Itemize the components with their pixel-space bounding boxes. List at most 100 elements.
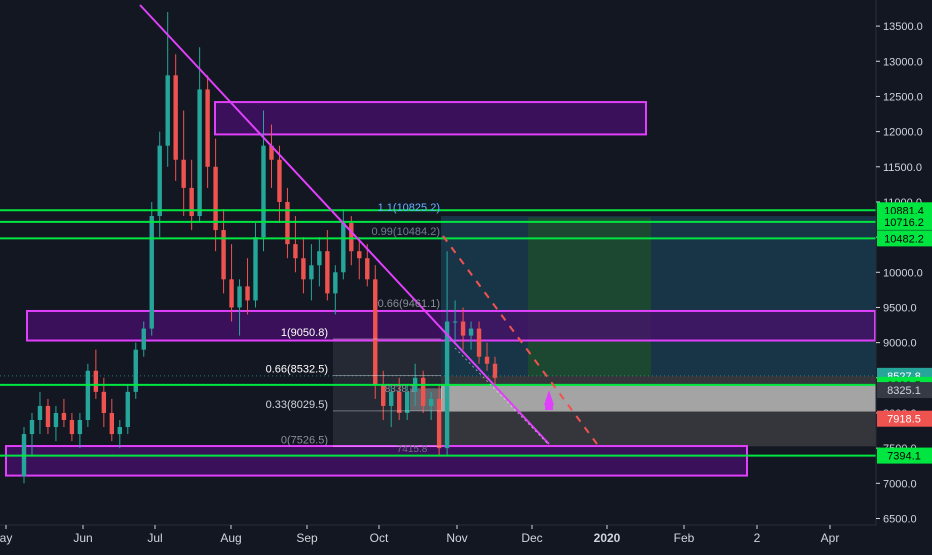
price-tick-label: 10000.0	[883, 267, 923, 279]
signal-marker-base	[545, 404, 553, 410]
time-tick-label: Dec	[521, 531, 542, 545]
candle-body	[397, 391, 402, 413]
candle-body	[484, 356, 490, 364]
candle	[205, 75, 210, 188]
candle	[484, 342, 490, 371]
candle-body	[237, 286, 242, 308]
time-tick-label: 2	[754, 531, 761, 545]
candle	[189, 159, 194, 231]
candle-body	[261, 145, 266, 238]
candle	[293, 216, 298, 273]
candle	[428, 391, 434, 421]
mid-zone	[26, 309, 876, 342]
candle-body	[157, 145, 162, 217]
candle-body	[492, 363, 498, 378]
candle-body	[189, 187, 194, 217]
candle-body	[213, 166, 218, 231]
candle	[85, 363, 91, 428]
candle-body	[69, 420, 75, 435]
candle	[213, 138, 218, 252]
candle-body	[221, 230, 226, 280]
candle	[237, 279, 242, 336]
candle-body	[141, 328, 146, 350]
candle-body	[29, 420, 35, 435]
price-badge	[877, 382, 932, 399]
fib-level-label: 0.33(8029.5)	[266, 399, 328, 411]
candle	[61, 398, 67, 428]
candle-body	[61, 412, 67, 421]
candle-body	[365, 258, 370, 280]
price-tick-label: 13500.0	[883, 21, 923, 33]
profit-zone	[528, 217, 651, 377]
candle	[460, 307, 466, 350]
candle	[341, 208, 346, 280]
candle	[381, 370, 386, 421]
candle	[420, 370, 426, 413]
time-axis-background	[0, 525, 932, 550]
candle	[245, 258, 250, 315]
candle-body	[420, 377, 426, 406]
candle	[197, 47, 202, 224]
time-tick-label: Nov	[446, 531, 467, 545]
candle	[468, 321, 474, 350]
candle	[149, 201, 154, 336]
time-tick-label: ay	[0, 531, 12, 545]
candle	[309, 244, 314, 301]
candle	[357, 237, 362, 280]
signal-marker-icon	[544, 390, 554, 405]
price-tick-label: 12500.0	[883, 91, 923, 103]
candle-body	[165, 75, 170, 146]
candle-body	[373, 279, 378, 385]
candle-body	[133, 349, 138, 392]
candle	[125, 384, 130, 435]
price-tick-label: 9500.0	[883, 302, 917, 314]
candle-body	[468, 328, 474, 336]
candle	[269, 124, 274, 188]
candle	[173, 54, 178, 181]
price-badge	[877, 447, 932, 464]
candle-body	[317, 251, 322, 266]
candle	[141, 321, 146, 357]
fib-level-label: 0.99(10484.2)	[372, 226, 441, 238]
candle-body	[349, 223, 354, 252]
candle-body	[325, 251, 330, 294]
candle	[93, 349, 99, 399]
price-badge	[877, 230, 932, 247]
price-badge-label: 7394.1	[887, 451, 921, 463]
fib-level-label: 0(7526.5)	[281, 434, 328, 446]
candle	[365, 244, 370, 287]
candle-body	[181, 159, 186, 188]
candle-body	[285, 201, 290, 245]
candle-body	[404, 391, 410, 413]
candle-body	[436, 398, 442, 449]
time-tick-label: 2020	[594, 531, 621, 545]
candle	[181, 110, 186, 217]
candle	[261, 110, 266, 252]
time-tick-label: Feb	[674, 531, 695, 545]
candle	[229, 244, 234, 322]
candle-body	[333, 272, 338, 294]
candle-body	[77, 420, 83, 435]
fib-level-label: 0.66(8532.5)	[266, 364, 328, 376]
time-tick-label: Jun	[73, 531, 92, 545]
price-badge-label: 10716.2	[884, 217, 924, 229]
fib-box-inner	[410, 388, 442, 411]
candle	[333, 265, 338, 315]
candle-body	[301, 258, 306, 280]
price-tick-label: 9000.0	[883, 338, 917, 350]
price-tick-label: 6500.0	[883, 513, 917, 525]
price-tick-label: 12000.0	[883, 127, 923, 139]
candle	[492, 356, 498, 385]
candle-body	[476, 328, 482, 357]
candle	[37, 391, 43, 435]
candle-body	[93, 370, 99, 392]
candle-body	[149, 216, 154, 329]
fib-level-label: 0.66(9461.1)	[378, 298, 440, 310]
candle-body	[293, 244, 298, 259]
candle-body	[173, 75, 178, 160]
fib-box-label: 7415.8	[397, 444, 428, 455]
candle	[325, 230, 330, 301]
